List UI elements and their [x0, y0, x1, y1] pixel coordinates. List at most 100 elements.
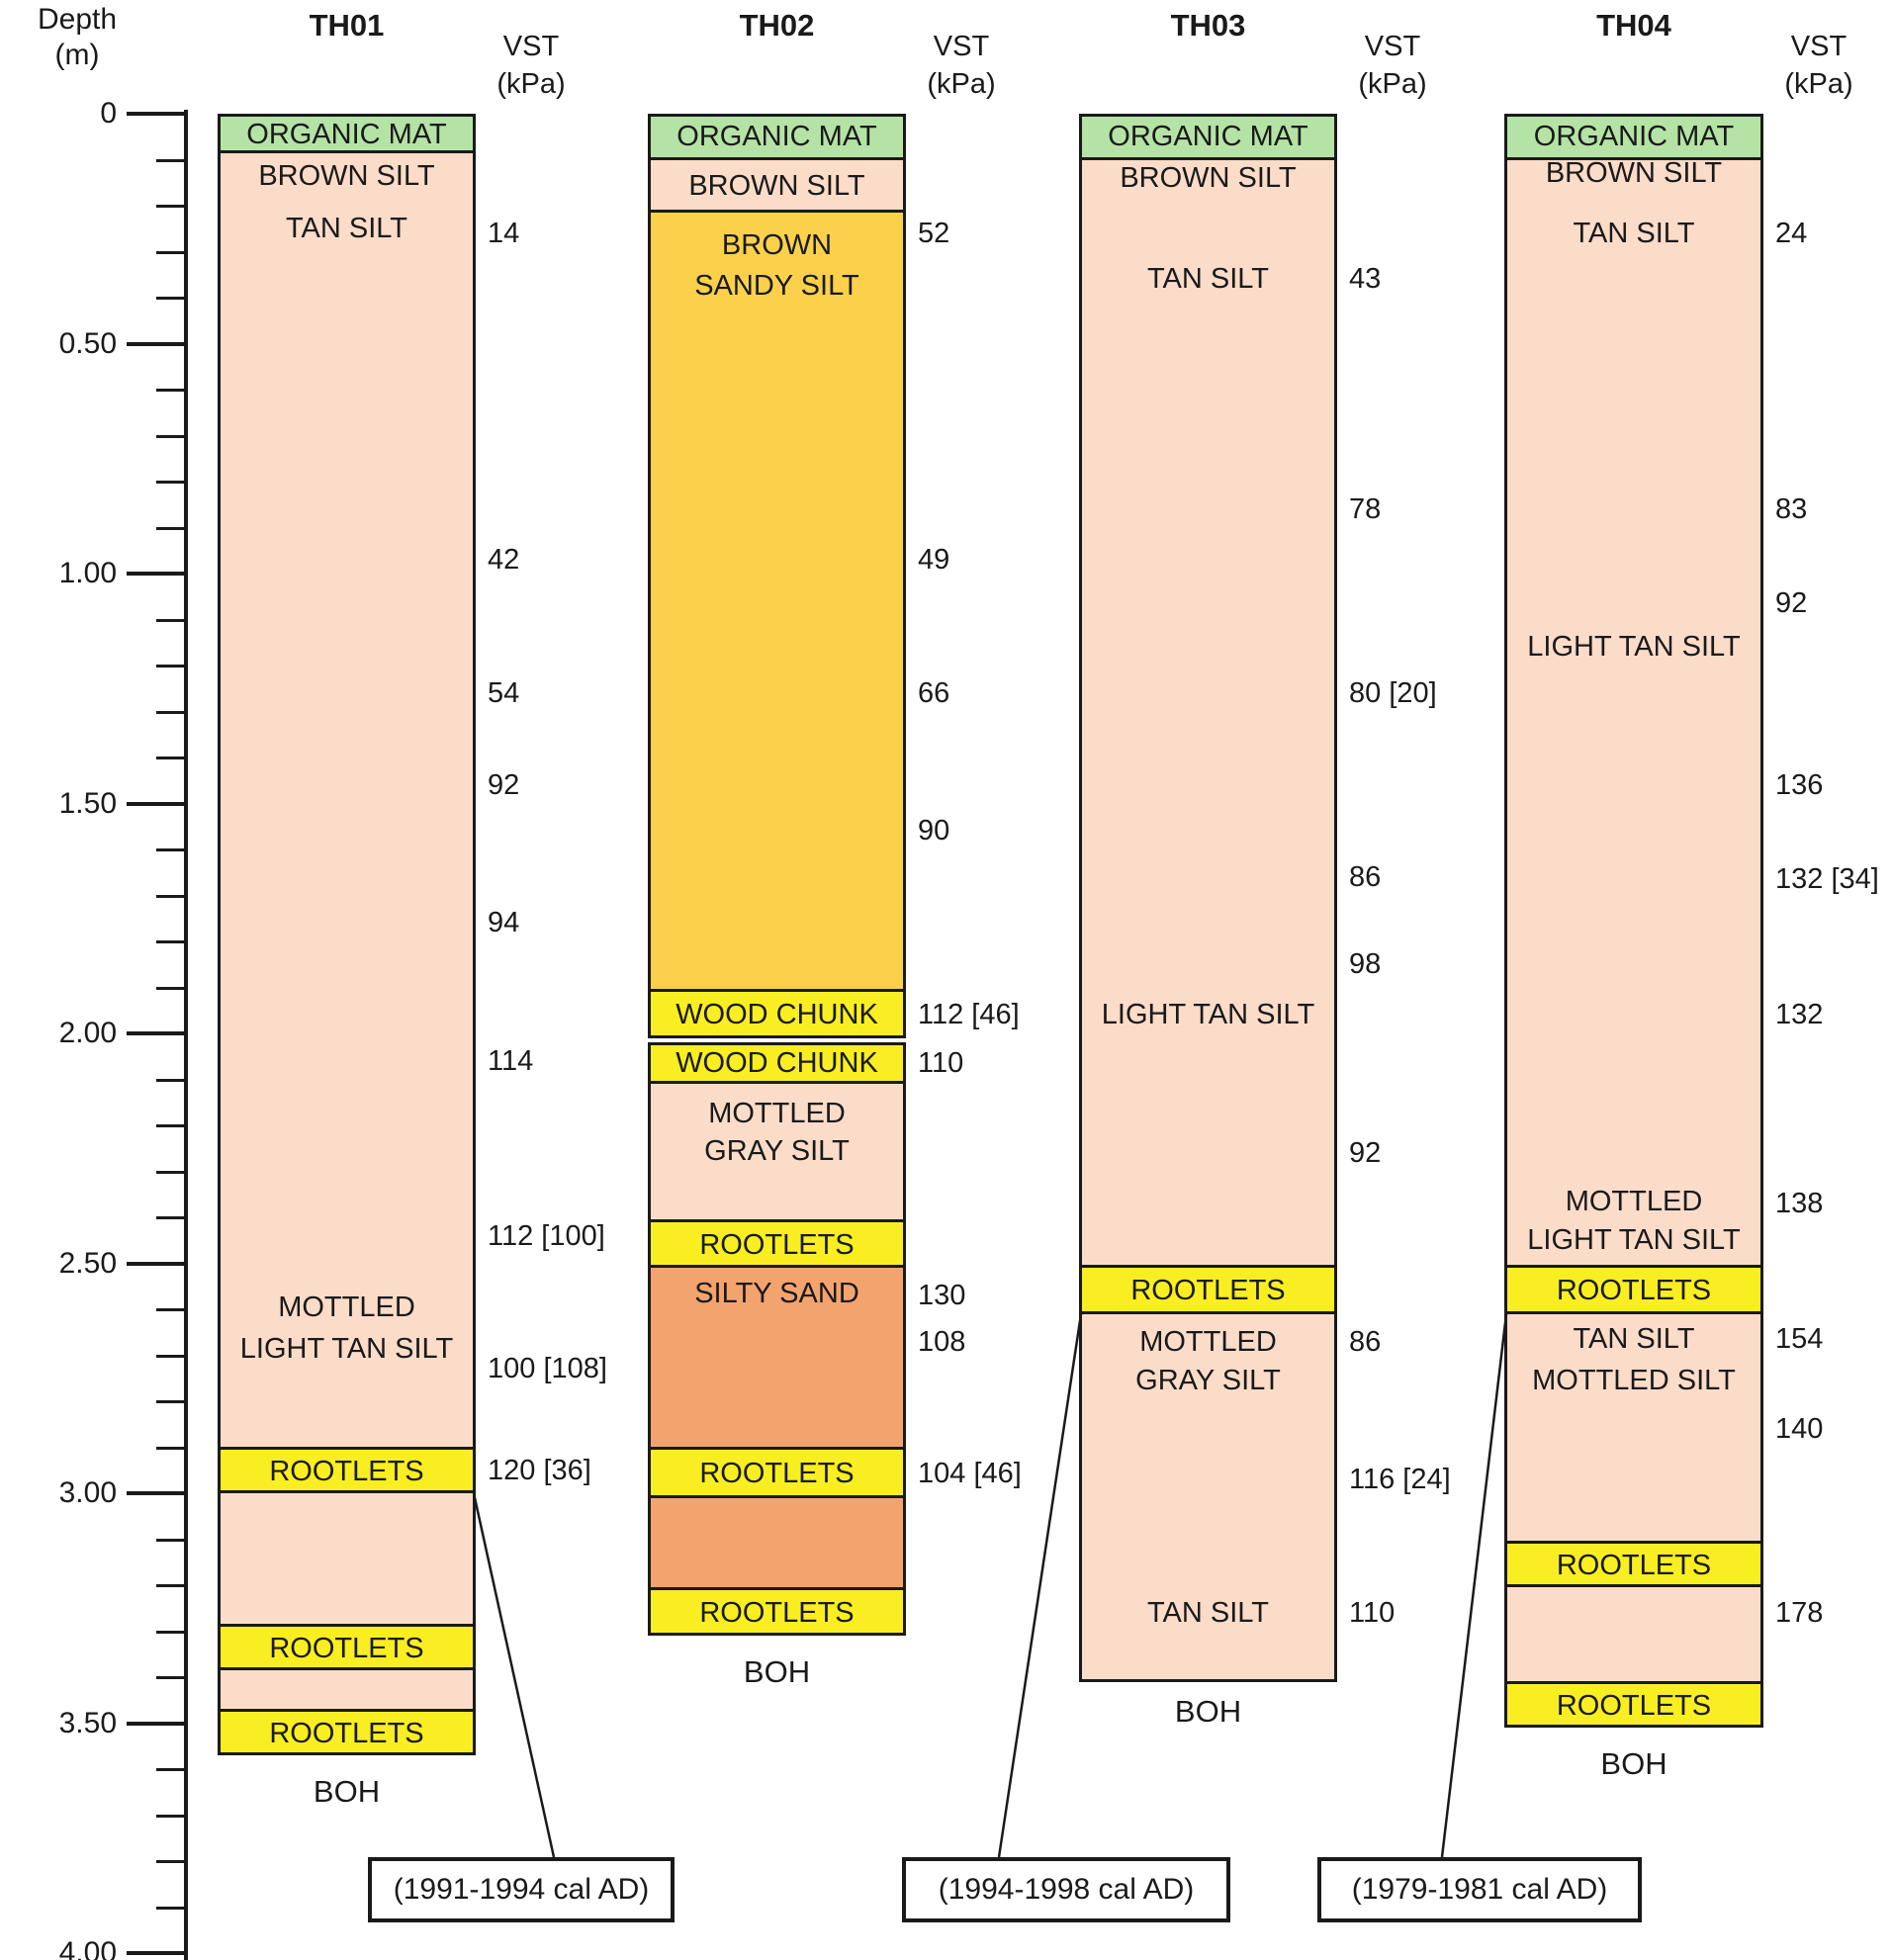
layer-label: LIGHT TAN SILT	[239, 1333, 454, 1365]
vst-value: 116 [24]	[1349, 1464, 1451, 1495]
depth-axis-tick-label: 3.50	[58, 1707, 117, 1739]
vst-value: 132 [34]	[1775, 863, 1879, 895]
depth-axis-minor-tick	[156, 1539, 188, 1542]
layer-	[218, 1490, 476, 1627]
vst-header-line2: (kPa)	[1784, 68, 1853, 100]
depth-axis-minor-tick	[156, 619, 188, 622]
vst-value: 98	[1349, 948, 1382, 980]
layer-label: WOOD CHUNK	[676, 1047, 878, 1079]
vst-value: 110	[918, 1047, 964, 1079]
depth-axis-minor-tick	[156, 1308, 188, 1311]
layer-brown-silt-tan-silt-mottled-light-tan-silt	[218, 150, 476, 1450]
vst-value: 112 [100]	[488, 1220, 605, 1252]
layer-label: ORGANIC MAT	[246, 119, 447, 150]
depth-axis-minor-tick	[156, 1631, 188, 1634]
depth-axis-minor-tick	[156, 711, 188, 714]
layer-label: TAN SILT	[1573, 218, 1695, 249]
depth-axis-tick-label: 4.00	[58, 1936, 117, 1960]
vst-value: 92	[488, 769, 520, 801]
layer-brown-silt	[648, 157, 906, 213]
leader-line	[997, 1313, 1083, 1858]
vst-value: 136	[1775, 769, 1824, 801]
borehole-title-th03: TH03	[1170, 8, 1246, 43]
layer-label: BROWN	[721, 229, 833, 261]
layer-label: BROWN SILT	[1120, 162, 1297, 194]
layer-label: ROOTLETS	[1556, 1550, 1712, 1581]
depth-axis-minor-tick	[156, 1171, 188, 1174]
layer-brown-sandy-silt	[648, 210, 906, 992]
depth-axis-tick-label: 3.00	[58, 1476, 117, 1509]
layer-label: TAN SILT	[1147, 1597, 1269, 1629]
depth-axis-tick-label: 1.00	[58, 557, 117, 589]
layer-label: ROOTLETS	[1130, 1275, 1286, 1306]
vst-value: 130	[918, 1280, 966, 1311]
depth-axis-minor-tick	[156, 1216, 188, 1219]
vst-value: 83	[1775, 493, 1808, 525]
layer-mottled-gray-silt-tan-silt	[1079, 1311, 1337, 1682]
vst-header-th04: VST (kPa)	[1763, 28, 1874, 103]
depth-axis-minor-tick	[156, 389, 188, 392]
depth-axis-minor-tick	[156, 665, 188, 668]
layer-label: ROOTLETS	[1556, 1275, 1712, 1306]
vst-value: 42	[488, 544, 520, 576]
vst-header-th01: VST (kPa)	[476, 28, 586, 103]
layer-label: LIGHT TAN SILT	[1527, 631, 1741, 663]
vst-value: 112 [46]	[918, 999, 1020, 1030]
depth-axis-minor-tick	[156, 1584, 188, 1587]
layer-label: ROOTLETS	[699, 1597, 855, 1629]
vst-value: 24	[1775, 218, 1808, 249]
layer-label: ROOTLETS	[1556, 1690, 1712, 1722]
depth-axis-minor-tick	[156, 987, 188, 990]
layer-wood-chunk	[648, 989, 906, 1038]
depth-axis-minor-tick	[156, 848, 188, 851]
vst-value: 86	[1349, 861, 1382, 893]
depth-axis-major-tick	[127, 1491, 188, 1495]
depth-axis-minor-tick	[156, 481, 188, 484]
depth-axis-minor-tick	[156, 1079, 188, 1082]
layer-silty-sand	[648, 1265, 906, 1450]
depth-axis-minor-tick	[156, 527, 188, 530]
vst-value: 66	[918, 677, 950, 709]
vst-value: 90	[918, 815, 950, 846]
borehole-title-th01: TH01	[309, 8, 385, 43]
layer-label: BROWN SILT	[1545, 157, 1723, 189]
vst-value: 132	[1775, 999, 1824, 1030]
layer-label: BROWN SILT	[258, 160, 435, 192]
layer-label: TAN SILT	[286, 213, 407, 244]
depth-axis-minor-tick	[156, 1355, 188, 1358]
vst-header-line1: VST	[502, 31, 560, 62]
borehole-title-th04: TH04	[1596, 8, 1671, 43]
depth-axis-minor-tick	[156, 297, 188, 300]
depth-axis-major-tick	[127, 1951, 188, 1955]
depth-axis-title-line1: Depth	[37, 3, 118, 36]
layer-tan-silt-mottled-silt	[1504, 1311, 1763, 1544]
depth-axis-minor-tick	[156, 895, 188, 898]
vst-value: 52	[918, 218, 950, 249]
depth-axis-major-tick	[127, 1262, 188, 1266]
depth-axis-minor-tick	[156, 205, 188, 208]
layer-mottled-gray-silt	[648, 1081, 906, 1222]
layer-label: ORGANIC MAT	[1108, 121, 1308, 152]
layer-brown-silt-tan-silt-light-tan-silt-mottled-light-tan-silt	[1504, 157, 1763, 1268]
vst-value: 120 [36]	[488, 1455, 591, 1486]
boh-label-th04: BOH	[1600, 1746, 1667, 1781]
vst-value: 140	[1775, 1413, 1824, 1445]
boh-label-th01: BOH	[313, 1774, 381, 1809]
vst-header-line1: VST	[1790, 31, 1847, 62]
layer-label: MOTTLED SILT	[1532, 1365, 1736, 1396]
layer-label: LIGHT TAN SILT	[1527, 1224, 1741, 1256]
vst-value: 104 [46]	[918, 1458, 1022, 1489]
depth-axis-minor-tick	[156, 159, 188, 162]
vst-value: 14	[488, 218, 520, 249]
layer-label: MOTTLED	[1139, 1326, 1277, 1358]
vst-value: 86	[1349, 1326, 1382, 1358]
layer-label: ROOTLETS	[699, 1229, 855, 1261]
depth-axis-minor-tick	[156, 1768, 188, 1771]
vst-header-th03: VST (kPa)	[1337, 28, 1448, 103]
depth-axis-minor-tick	[156, 1815, 188, 1818]
depth-axis-tick-label: 2.00	[58, 1017, 117, 1049]
layer-label: ORGANIC MAT	[676, 121, 877, 152]
layer-label: GRAY SILT	[1135, 1365, 1281, 1396]
depth-axis-tick-label: 2.50	[58, 1247, 117, 1280]
